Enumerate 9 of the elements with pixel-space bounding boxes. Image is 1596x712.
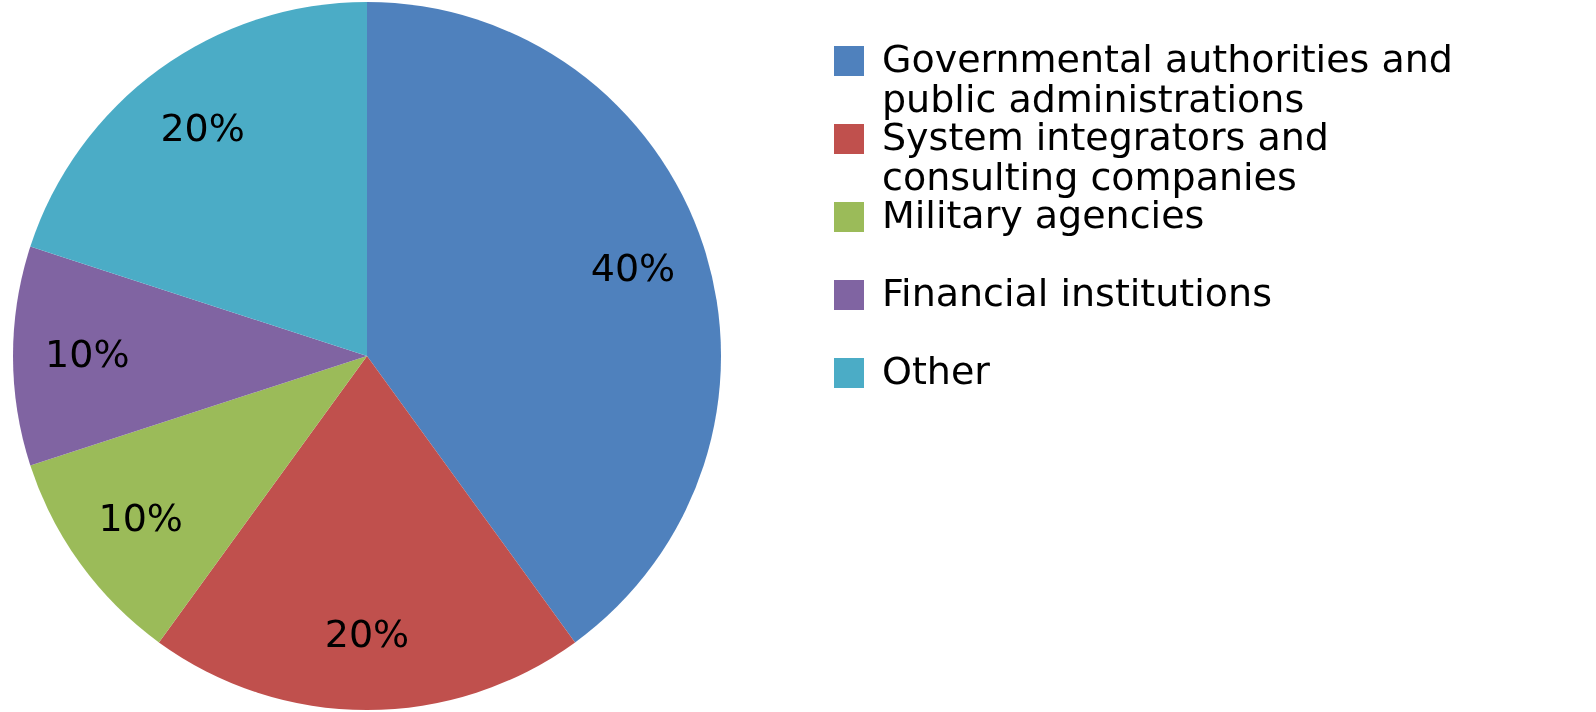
- data-label: 20%: [160, 105, 245, 150]
- legend-label: Other: [882, 349, 991, 393]
- data-label: 10%: [45, 332, 130, 376]
- pie-slice: [13, 246, 367, 466]
- legend-label: Financial institutions: [882, 271, 1272, 315]
- data-label: 10%: [98, 496, 183, 541]
- data-label: 40%: [590, 245, 676, 290]
- legend-label: Governmental authorities and public administrations: [882, 37, 1453, 121]
- data-label: 20%: [324, 611, 410, 656]
